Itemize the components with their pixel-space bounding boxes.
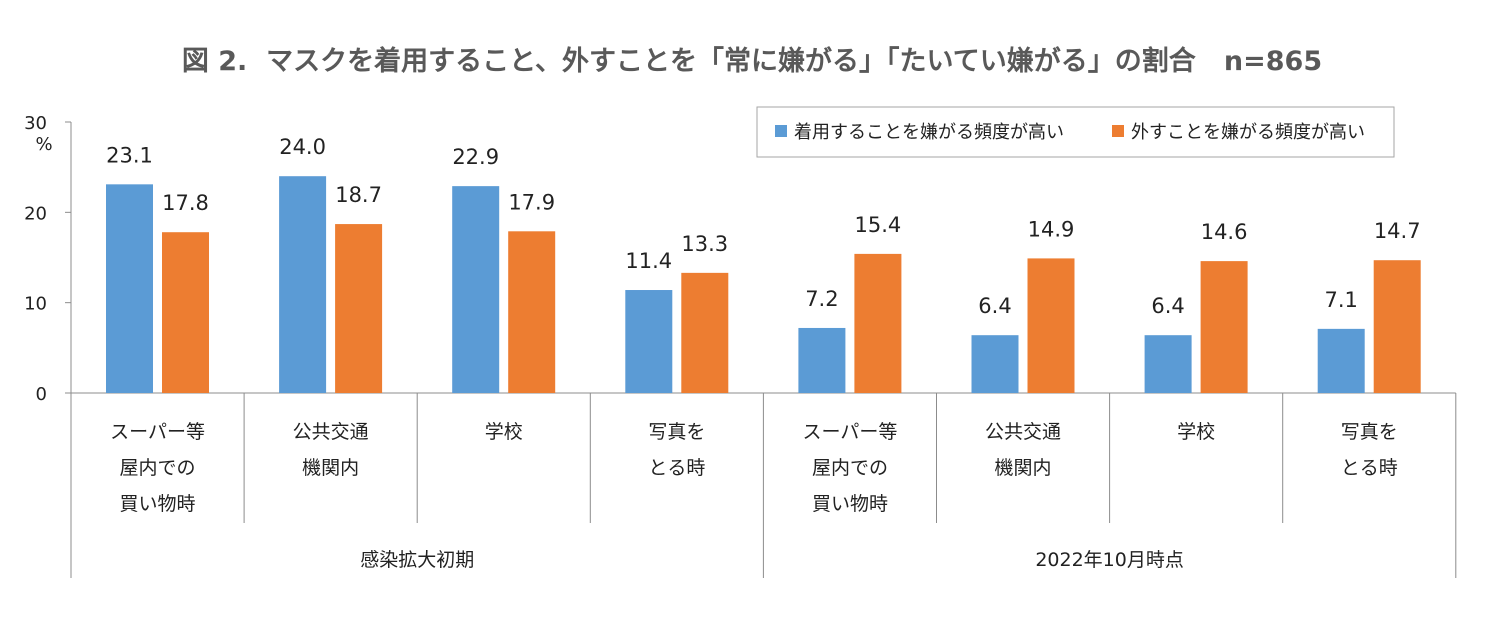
data-label: 7.1: [1324, 288, 1357, 312]
data-label: 13.3: [681, 232, 728, 256]
bar-wear: [1144, 335, 1192, 393]
category-label: 機関内: [995, 457, 1052, 479]
bar-wear: [971, 335, 1019, 393]
legend: 着用することを嫌がる頻度が高い 外すことを嫌がる頻度が高い: [756, 106, 1395, 158]
legend-swatch: [1112, 125, 1124, 137]
group-label: 2022年10月時点: [1035, 549, 1184, 571]
y-tick-label: 20: [24, 203, 47, 224]
category-label: 学校: [485, 421, 523, 443]
category-label: 写真を: [648, 421, 705, 443]
bar-wear: [106, 184, 153, 393]
bar-remove: [508, 231, 556, 393]
data-label: 11.4: [625, 249, 672, 273]
bar-wear: [279, 176, 327, 393]
data-label: 17.9: [508, 190, 555, 214]
category-label: 公共交通: [985, 421, 1061, 443]
data-label: 14.9: [1028, 217, 1075, 241]
category-label: スーパー等: [110, 421, 205, 443]
group-label: 感染拡大初期: [360, 549, 474, 571]
bar-wear: [625, 290, 673, 393]
data-label: 7.2: [805, 287, 838, 311]
legend-swatch: [775, 125, 787, 137]
data-label: 15.4: [855, 213, 902, 237]
data-label: 14.7: [1374, 219, 1421, 243]
category-label: 買い物時: [812, 493, 888, 515]
data-label: 22.9: [452, 145, 499, 169]
y-tick-label: 30: [24, 113, 47, 134]
data-label: 18.7: [335, 183, 382, 207]
bar-remove: [162, 232, 209, 393]
bar-remove: [681, 272, 729, 393]
y-unit-label: %: [35, 134, 52, 155]
legend-label: 外すことを嫌がる頻度が高い: [1131, 122, 1365, 143]
category-label: 屋内での: [120, 457, 196, 479]
legend-label: 着用することを嫌がる頻度が高い: [794, 122, 1064, 143]
category-label: 買い物時: [120, 493, 196, 515]
y-tick-label: 10: [24, 294, 47, 315]
bar-remove: [1200, 261, 1248, 393]
bar-wear: [1317, 328, 1365, 393]
category-label: 学校: [1177, 421, 1215, 443]
data-labels: 23.1 24.0 22.9 11.4 7.2 6.4 6.4 7.1 17.8 18.7 17.9…: [106, 135, 1420, 318]
data-label: 23.1: [106, 143, 153, 167]
category-label: 写真を: [1341, 421, 1398, 443]
category-label: 機関内: [302, 457, 359, 479]
data-label: 24.0: [279, 135, 326, 159]
bar-wear: [452, 186, 500, 393]
data-label: 6.4: [978, 294, 1011, 318]
data-label: 17.8: [162, 191, 209, 215]
bar-remove: [335, 224, 383, 393]
category-label: とる時: [1341, 457, 1398, 479]
bars: [106, 176, 1421, 393]
data-label: 14.6: [1201, 220, 1248, 244]
category-label: とる時: [648, 457, 705, 479]
data-label: 6.4: [1151, 294, 1184, 318]
y-tick-label: 0: [36, 384, 47, 405]
category-label: スーパー等: [803, 421, 898, 443]
bar-remove: [1027, 258, 1075, 393]
bar-remove: [1373, 260, 1421, 393]
legend-frame: [756, 106, 1395, 158]
category-label: 屋内での: [812, 457, 888, 479]
bar-wear: [798, 327, 846, 393]
bar-remove: [854, 253, 902, 393]
chart-title: 図 2. マスクを着用すること、外すことを「常に嫌がる」「たいてい嫌がる」の割合…: [182, 45, 1322, 77]
category-label: 公共交通: [293, 421, 369, 443]
